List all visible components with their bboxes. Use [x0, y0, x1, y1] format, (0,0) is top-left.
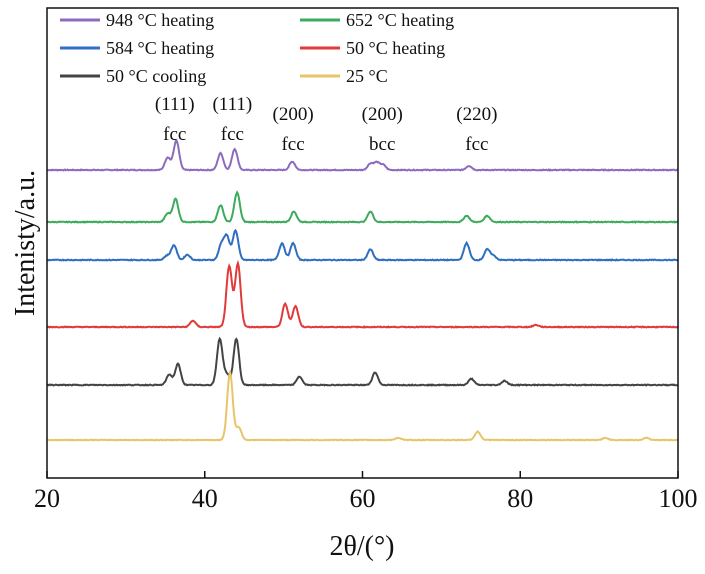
x-tick-label-0: 20	[34, 484, 60, 513]
legend-label-2: 584 °C heating	[106, 38, 214, 58]
annotation-phase-2: fcc	[281, 134, 304, 155]
peak-annotations: (111) fcc (111) fcc (200) fcc (200) bcc (220) fcc	[155, 94, 498, 155]
series-line-0	[46, 138, 679, 172]
series-line-1	[46, 190, 678, 224]
legend-label-4: 50 °C cooling	[106, 66, 206, 86]
series-line-4	[46, 336, 679, 387]
x-tick-label-1: 40	[192, 484, 218, 513]
x-tick-label-2: 60	[350, 484, 376, 513]
series-line-5	[47, 369, 679, 442]
annotation-plane-2: (200)	[273, 104, 314, 125]
plot-lines	[46, 138, 679, 442]
annotation-phase-4: fcc	[465, 134, 488, 155]
x-tick-label-4: 100	[659, 484, 698, 513]
series-line-3	[46, 259, 679, 329]
annotation-plane-0: (111)	[155, 94, 195, 115]
legend-label-3: 50 °C heating	[346, 38, 445, 58]
x-tick-label-3: 80	[507, 484, 533, 513]
legend-label-1: 652 °C heating	[346, 10, 454, 30]
x-axis-title: 2θ/(°)	[329, 531, 394, 562]
annotation-plane-3: (200)	[362, 104, 403, 125]
y-axis-title: Intenisty/a.u.	[10, 170, 41, 316]
x-axis: 20 40 60 80 100	[34, 471, 698, 513]
annotation-phase-3: bcc	[369, 134, 395, 155]
legend-label-0: 948 °C heating	[106, 10, 214, 30]
series-line-2	[46, 228, 679, 262]
annotation-phase-1: fcc	[221, 124, 244, 145]
annotation-plane-1: (111)	[212, 94, 252, 115]
annotation-phase-0: fcc	[163, 124, 186, 145]
legend: 948 °C heating 652 °C heating 584 °C heati…	[60, 10, 454, 86]
annotation-plane-4: (220)	[456, 104, 497, 125]
legend-label-5: 25 °C	[346, 66, 388, 86]
